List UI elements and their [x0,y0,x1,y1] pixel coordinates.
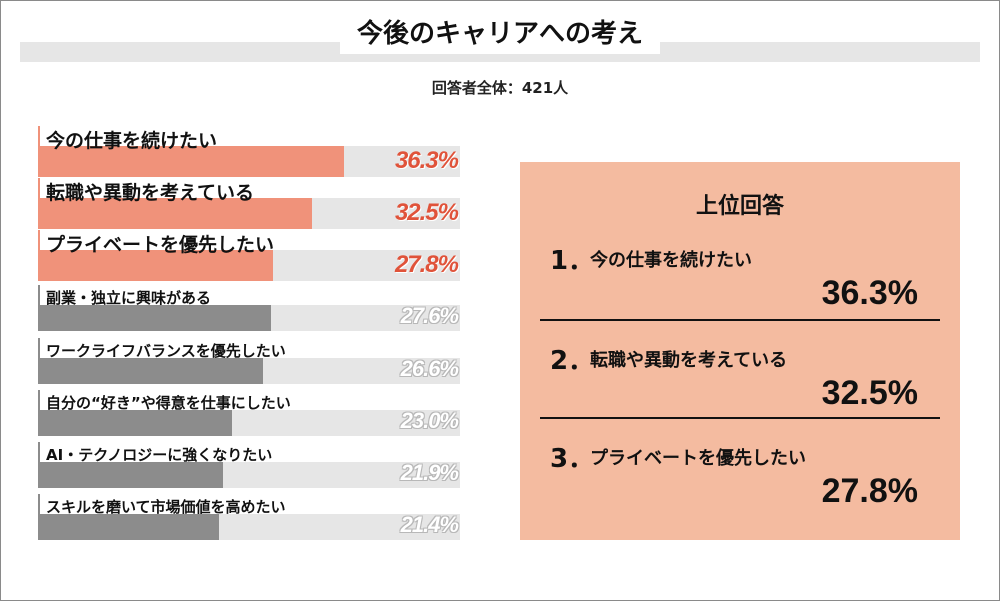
respondent-count: 回答者全体：421人 [431,79,569,97]
rank-number: 1． [550,246,595,276]
rank-label: プライベートを優先したい [590,448,806,469]
rank-label: 転職や異動を考えている [590,350,788,371]
top-answers-panel: 上位回答 1． 今の仕事を続けたい 36.3% 2． 転職や異動を考えている 3… [520,162,960,540]
rank-number: 3． [550,444,595,474]
bar [38,250,273,281]
bar-tick [38,285,40,305]
bar [38,462,223,488]
bar-label: 今の仕事を続けたい [46,130,218,152]
bar-tick [38,494,40,514]
rank-item-3: 3． プライベートを優先したい 27.8% [520,438,960,538]
bar-value-label: 27.8% [394,251,459,278]
bar-tick [38,442,40,462]
bar-label: AI・テクノロジーに強くなりたい [46,446,273,464]
bar-value-label: 32.5% [394,199,459,226]
bar-tick [38,390,40,410]
bar [38,358,263,384]
rank-item-1: 1． 今の仕事を続けたい 36.3% [520,240,960,340]
bar-value-label: 21.4% [400,512,459,537]
rank-value: 27.8% [821,472,918,510]
bar [38,146,344,177]
rank-value: 36.3% [821,274,918,312]
chart-title: 今後のキャリアへの考え [340,14,660,54]
bar-label: ワークライフバランスを優先したい [46,342,286,360]
bar [38,410,232,436]
bar [38,514,219,540]
bar-tick [38,338,40,358]
panel-title: 上位回答 [695,194,784,219]
rank-divider [540,417,940,419]
bar-value-label: 21.9% [400,460,459,485]
rank-divider [540,319,940,321]
bar-value-label: 26.6% [400,356,459,381]
bar-label: 転職や異動を考えている [46,182,255,204]
bar-value-label: 27.6% [400,303,459,328]
bar-value-label: 36.3% [394,147,459,174]
bar-label: プライベートを優先したい [46,234,275,256]
rank-number: 2． [550,346,595,376]
bar-tick [38,230,40,250]
bar [38,305,271,331]
bar [38,198,312,229]
bar-tick [38,126,40,146]
bar-label: スキルを磨いて市場価値を高めたい [46,498,286,516]
rank-item-2: 2． 転職や異動を考えている 32.5% [520,340,960,440]
bar-tick [38,178,40,198]
bar-value-label: 23.0% [400,408,459,433]
bar-label: 副業・独立に興味がある [46,289,212,307]
bar-chart: 今の仕事を続けたい 36.3% 転職や異動を考えている 32.5% プライベートを優先し… [0,0,480,601]
rank-value: 32.5% [821,374,918,412]
bar-label: 自分の“好き”や得意を仕事にしたい [46,394,291,412]
rank-label: 今の仕事を続けたい [590,250,752,271]
